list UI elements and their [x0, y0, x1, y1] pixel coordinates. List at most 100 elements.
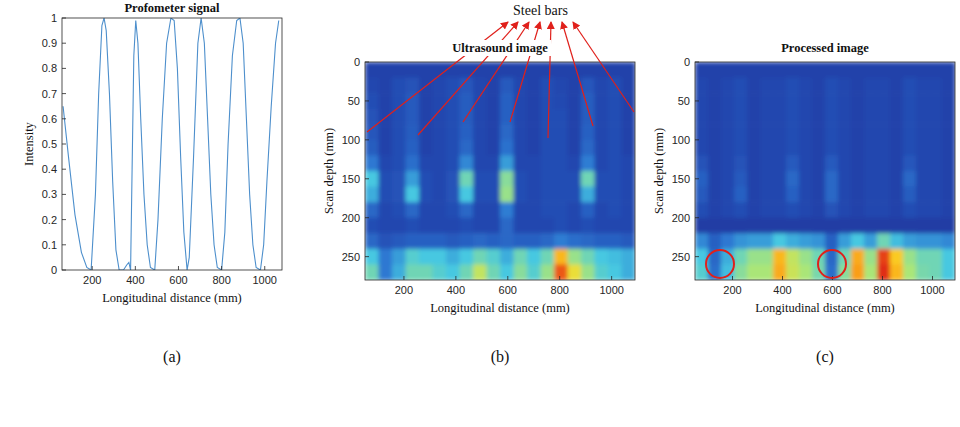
heatmap-cell	[473, 202, 487, 218]
heatmap-cell	[460, 187, 474, 203]
heatmap-cell	[760, 187, 774, 203]
heatmap-cell	[487, 78, 501, 94]
heatmap-cell	[514, 140, 528, 156]
heatmap-cell	[734, 202, 748, 218]
heatmap-cell	[622, 218, 636, 234]
heatmap-cell	[595, 202, 609, 218]
heatmap-cell	[825, 171, 839, 187]
x-tick	[455, 276, 456, 280]
heatmap-cell	[622, 62, 636, 78]
heatmap-cell	[446, 202, 460, 218]
heatmap-cell	[721, 140, 735, 156]
heatmap-cell	[527, 78, 541, 94]
heatmap-cell	[365, 187, 379, 203]
heatmap-cell	[419, 264, 433, 280]
heatmap-cell	[554, 140, 568, 156]
heatmap-cell	[527, 124, 541, 140]
heatmap-cell	[773, 109, 787, 125]
heatmap-cell	[942, 187, 955, 203]
y-tick-label: 100	[342, 134, 360, 146]
heatmap-cell	[419, 249, 433, 265]
heatmap-cell	[487, 171, 501, 187]
heatmap-cell	[864, 140, 878, 156]
heatmap-cell	[568, 171, 582, 187]
x-tick-label: 800	[212, 274, 230, 286]
heatmap-cell	[760, 109, 774, 125]
heatmap-cell	[695, 109, 709, 125]
heatmap-cell	[446, 249, 460, 265]
heatmap-cell	[942, 233, 955, 249]
y-tick-label: 50	[348, 95, 360, 107]
heatmap-cells	[695, 62, 955, 280]
heatmap-cell	[721, 202, 735, 218]
heatmap-cell	[622, 140, 636, 156]
heatmap-cell	[581, 249, 595, 265]
heatmap-cell	[473, 233, 487, 249]
heatmap-cell	[392, 124, 406, 140]
heatmap-cell	[460, 155, 474, 171]
heatmap-cell	[721, 155, 735, 171]
annotation-arrow	[510, 22, 540, 122]
heatmap-cell	[877, 155, 891, 171]
y-tick	[62, 194, 66, 195]
heatmap-cell	[864, 62, 878, 78]
signal-line	[63, 18, 279, 270]
heatmap-cell	[581, 187, 595, 203]
heatmap-cell	[608, 171, 622, 187]
heatmap-cell	[890, 187, 904, 203]
heatmap-cell	[406, 93, 420, 109]
plot-frame	[62, 18, 282, 270]
y-tick	[695, 256, 699, 257]
y-tick-label: 0.3	[42, 188, 57, 200]
heatmap-cell	[812, 93, 826, 109]
panel-label: (a)	[163, 348, 181, 366]
heatmap-cell	[721, 109, 735, 125]
heatmap-cell	[379, 155, 393, 171]
heatmap-cell	[825, 124, 839, 140]
heatmap-cell	[541, 264, 555, 280]
heatmap-cell	[514, 124, 528, 140]
heatmap-cell	[487, 93, 501, 109]
heatmap-cell	[406, 124, 420, 140]
heatmap-cell	[747, 109, 761, 125]
heatmap-cell	[734, 171, 748, 187]
heatmap-cell	[786, 124, 800, 140]
heatmap-cell	[500, 249, 514, 265]
panel-0: 200400600800100000.10.20.30.40.50.60.70.…	[22, 12, 282, 366]
heatmap-cell	[708, 93, 722, 109]
heatmap-cell	[500, 62, 514, 78]
heatmap-cell	[708, 140, 722, 156]
heatmap-cell	[695, 93, 709, 109]
heatmap-cell	[929, 78, 943, 94]
heatmap-cell	[838, 233, 852, 249]
heatmap-cell	[460, 93, 474, 109]
heatmap-cell	[500, 233, 514, 249]
heatmap-cell	[581, 62, 595, 78]
heatmap-cell	[433, 218, 447, 234]
heatmap-cell	[812, 155, 826, 171]
heatmap-cell	[473, 140, 487, 156]
heatmap-cell	[595, 109, 609, 125]
x-tick	[882, 276, 883, 280]
heatmap-cell	[622, 78, 636, 94]
heatmap-cell	[851, 202, 865, 218]
heatmap-cell	[554, 78, 568, 94]
heatmap-cell	[929, 249, 943, 265]
heatmap-cell	[760, 62, 774, 78]
y-tick	[695, 62, 699, 63]
x-axis-title: Longitudinal distance (mm)	[430, 301, 570, 315]
background	[0, 0, 960, 427]
heatmap-cell	[568, 93, 582, 109]
x-tick	[507, 276, 508, 280]
heatmap-cell	[773, 124, 787, 140]
y-tick	[695, 100, 699, 101]
heatmap-cell	[903, 93, 917, 109]
heatmap-cell	[392, 249, 406, 265]
heatmap-cell	[760, 202, 774, 218]
heatmap-cell	[708, 187, 722, 203]
heatmap-cell	[433, 264, 447, 280]
annotation-arrow	[418, 22, 518, 135]
x-tick-label: 200	[83, 274, 101, 286]
heatmap-cell	[734, 62, 748, 78]
heatmap-cell	[608, 233, 622, 249]
